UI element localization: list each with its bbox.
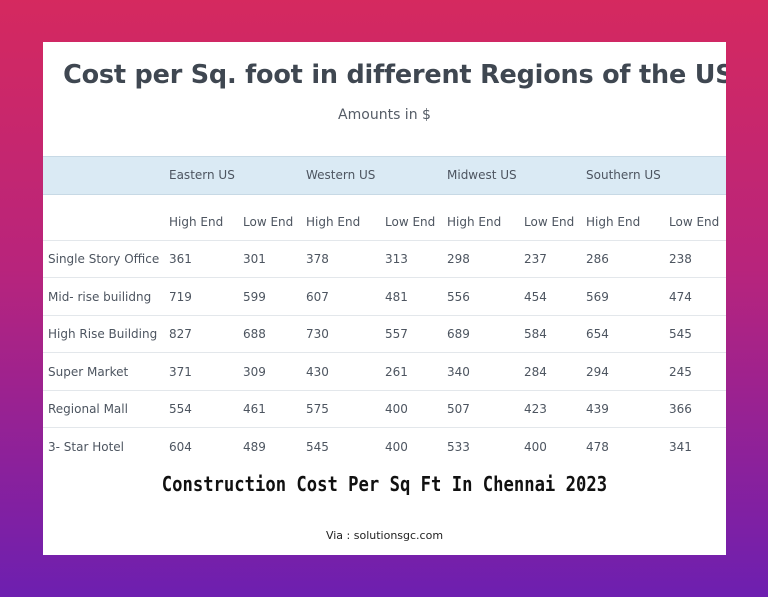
row-label: Single Story Office: [48, 252, 160, 266]
row-label: Mid- rise builidng: [48, 289, 152, 304]
table-cell: 654: [586, 327, 609, 341]
table-cell: 238: [669, 252, 692, 266]
table-cell: 301: [243, 252, 266, 266]
image-card: Cost per Sq. foot in different Regions o…: [43, 42, 726, 555]
header-divider: [43, 240, 726, 241]
caption-title: Construction Cost Per Sq Ft In Chennai 2…: [161, 472, 608, 496]
table-cell: 607: [306, 289, 329, 304]
table-cell: 545: [306, 439, 329, 454]
table-cell: 237: [524, 252, 547, 266]
table-cell: 827: [169, 327, 192, 341]
table-cell: 341: [669, 439, 692, 454]
row-label: 3- Star Hotel: [48, 439, 124, 454]
table-cell: 533: [447, 439, 470, 454]
table-cell: 298: [447, 252, 470, 266]
table-cell: 556: [447, 289, 470, 304]
table-cell: 261: [385, 364, 408, 379]
region-header: Western US: [306, 168, 376, 182]
table-title: Cost per Sq. foot in different Regions o…: [63, 60, 726, 90]
table-cell: 423: [524, 402, 547, 416]
column-header: High End: [447, 215, 502, 229]
table-cell: 584: [524, 327, 547, 341]
row-divider: [43, 427, 726, 428]
region-header: Eastern US: [169, 168, 235, 182]
column-header: Low End: [385, 215, 436, 229]
table-cell: 286: [586, 252, 609, 266]
table-cell: 461: [243, 402, 266, 416]
caption-area: [43, 460, 726, 555]
table-cell: 361: [169, 252, 192, 266]
table-cell: 689: [447, 327, 470, 341]
table-cell: 604: [169, 439, 192, 454]
table-cell: 371: [169, 364, 192, 379]
column-header: High End: [306, 215, 361, 229]
table-cell: 430: [306, 364, 329, 379]
row-divider: [43, 277, 726, 278]
column-header: Low End: [669, 215, 720, 229]
row-label: Super Market: [48, 364, 129, 379]
table-cell: 400: [524, 439, 547, 454]
row-label: High Rise Building: [48, 327, 158, 341]
table-cell: 575: [306, 402, 329, 416]
region-header: Midwest US: [447, 168, 517, 182]
table-cell: 688: [243, 327, 266, 341]
table-cell: 439: [586, 402, 609, 416]
table-cell: 313: [385, 252, 408, 266]
table-cell: 454: [524, 289, 547, 304]
table-cell: 730: [306, 327, 329, 341]
region-header-band: [43, 156, 726, 195]
column-header: High End: [169, 215, 224, 229]
column-header: Low End: [243, 215, 294, 229]
table-cell: 400: [385, 439, 408, 454]
row-divider: [43, 352, 726, 353]
table-cell: 400: [385, 402, 408, 416]
table-cell: 245: [669, 364, 692, 379]
region-header: Southern US: [586, 168, 661, 182]
column-header: Low End: [524, 215, 575, 229]
table-cell: 294: [586, 364, 609, 379]
table-cell: 284: [524, 364, 547, 379]
table-subtitle: Amounts in $: [338, 107, 431, 123]
table-cell: 378: [306, 252, 329, 266]
row-divider: [43, 314, 726, 316]
table-cell: 545: [669, 327, 692, 341]
table-cell: 554: [169, 402, 192, 416]
table-cell: 569: [586, 289, 609, 304]
column-header: High End: [586, 215, 641, 229]
source-credit: Via : solutionsgc.com: [325, 529, 444, 542]
table-cell: 474: [669, 289, 692, 304]
row-divider: [43, 389, 726, 391]
row-label: Regional Mall: [48, 402, 128, 416]
table-cell: 489: [243, 439, 266, 454]
table-cell: 599: [243, 289, 266, 304]
table-cell: 478: [586, 439, 609, 454]
table-cell: 481: [385, 289, 408, 304]
table-cell: 557: [385, 327, 408, 341]
table-cell: 507: [447, 402, 470, 416]
table-cell: 366: [669, 402, 692, 416]
table-cell: 719: [169, 289, 192, 304]
table-cell: 309: [243, 364, 266, 379]
table-cell: 340: [447, 364, 470, 379]
